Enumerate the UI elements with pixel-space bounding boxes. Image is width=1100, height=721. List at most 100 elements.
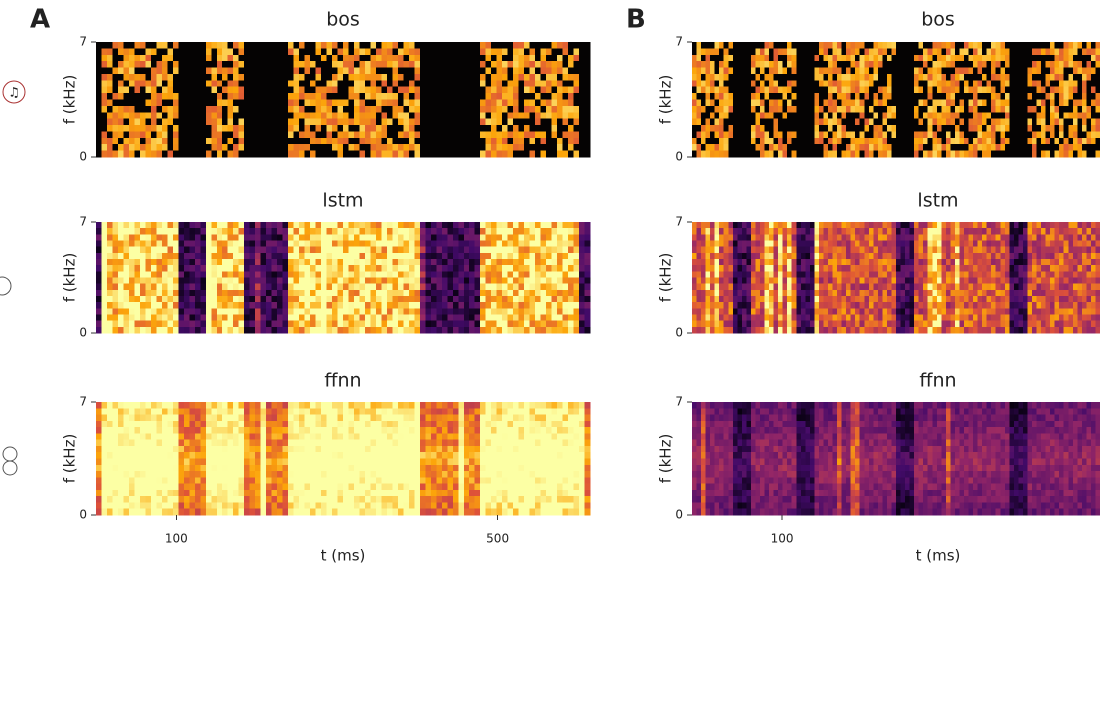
spectrogram-cell	[227, 144, 234, 152]
spectrogram-cell	[518, 314, 525, 322]
spectrogram-cell	[551, 308, 558, 316]
spectrogram-cell	[540, 296, 547, 303]
spectrogram-cell	[112, 471, 119, 478]
spectrogram-cell	[271, 283, 278, 291]
spectrogram-cell	[441, 458, 448, 466]
spectrogram-cell	[458, 259, 465, 266]
spectrogram-cell	[546, 439, 553, 447]
spectrogram-cell	[156, 112, 163, 120]
spectrogram-cell	[705, 93, 711, 101]
spectrogram-cell	[397, 320, 404, 328]
spectrogram-cell	[370, 483, 377, 491]
spectrogram-cell	[364, 67, 372, 75]
spectrogram-cell	[463, 427, 470, 434]
spectrogram-cell	[502, 458, 509, 466]
spectrogram-cell	[216, 308, 223, 316]
spectrogram-cell	[535, 471, 542, 478]
spectrogram-cell	[200, 414, 207, 422]
spectrogram-cell	[134, 252, 141, 260]
spectrogram-cell	[260, 420, 267, 428]
spectrogram-cell	[485, 320, 492, 328]
spectrogram-cell	[304, 320, 311, 328]
spectrogram-cell	[529, 240, 536, 248]
spectrogram-cell	[584, 118, 591, 126]
spectrogram-cell	[562, 240, 569, 248]
spectrogram-cell	[238, 464, 245, 472]
spectrogram-cell	[584, 433, 591, 441]
spectrogram-cell	[310, 458, 317, 466]
spectrogram-cell	[238, 137, 245, 145]
spectrogram-cell	[310, 48, 317, 56]
spectrogram-cell	[491, 246, 498, 254]
spectrogram-cell	[244, 93, 251, 101]
spectrogram-cell	[386, 452, 393, 460]
spectrogram-cell	[557, 48, 564, 56]
spectrogram-cell	[299, 252, 306, 260]
spectrogram-cell	[480, 483, 487, 491]
spectrogram-cell	[150, 439, 157, 447]
spectrogram-cell	[375, 445, 383, 453]
spectrogram-cell	[200, 265, 207, 272]
spectrogram-cell	[447, 228, 454, 235]
spectrogram-cell	[172, 137, 179, 145]
spectrogram-cell	[513, 427, 520, 434]
spectrogram-cell	[557, 445, 564, 453]
spectrogram-cell	[128, 150, 136, 158]
spectrogram-cell	[562, 314, 569, 322]
spectrogram-cell	[172, 483, 179, 491]
spectrogram-cell	[370, 320, 377, 328]
spectrogram-cell	[282, 433, 289, 441]
spectrogram-cell	[529, 105, 536, 113]
spectrogram-cell	[496, 144, 503, 152]
spectrogram-cell	[696, 93, 702, 101]
spectrogram-cell	[364, 471, 372, 478]
spectrogram-cell	[205, 320, 212, 328]
spectrogram-cell	[139, 508, 146, 516]
spectrogram-cell	[315, 240, 322, 248]
spectrogram-cell	[386, 131, 393, 139]
spectrogram-cell	[150, 283, 157, 291]
spectrogram-cell	[518, 502, 525, 510]
spectrogram-cell	[425, 48, 432, 56]
spectrogram-cell	[123, 414, 130, 422]
spectrogram-cell	[452, 150, 459, 158]
spectrogram-cell	[238, 112, 245, 120]
spectrogram-cell	[535, 93, 542, 101]
spectrogram-cell	[518, 496, 525, 504]
spectrogram-cell	[364, 271, 372, 279]
spectrogram-cell	[381, 320, 388, 328]
spectrogram-cell	[557, 73, 564, 81]
spectrogram-cell	[392, 125, 399, 133]
spectrogram-cell	[194, 99, 201, 107]
spectrogram-cell	[696, 105, 702, 113]
spectrogram-cell	[419, 452, 426, 460]
spectrogram-cell	[326, 408, 333, 416]
spectrogram-cell	[321, 420, 328, 428]
spectrogram-cell	[557, 289, 564, 297]
spectrogram-cell	[557, 320, 564, 328]
spectrogram-cell	[117, 61, 125, 69]
spectrogram-cell	[430, 489, 437, 497]
spectrogram-cell	[332, 240, 339, 248]
spectrogram-cell	[386, 302, 393, 309]
spectrogram-cell	[447, 99, 454, 107]
y-tick-label: 0	[79, 508, 87, 522]
spectrogram-cell	[299, 93, 306, 101]
spectrogram-cell	[326, 48, 333, 56]
spectrogram-cell	[299, 137, 306, 145]
spectrogram-cell	[299, 259, 306, 266]
spectrogram-cell	[288, 308, 295, 316]
spectrogram-cell	[529, 86, 536, 94]
spectrogram-cell	[288, 289, 295, 297]
spectrogram-cell	[557, 234, 564, 242]
spectrogram-cell	[106, 222, 114, 229]
spectrogram-cell	[359, 471, 366, 478]
spectrogram-cell	[189, 326, 196, 334]
spectrogram-cell	[249, 420, 256, 428]
spectrogram-cell	[205, 277, 212, 285]
spectrogram-cell	[714, 54, 720, 62]
spectrogram-cell	[211, 296, 218, 303]
spectrogram-cell	[480, 246, 487, 254]
spectrogram-cell	[447, 42, 454, 49]
spectrogram-cell	[524, 445, 531, 453]
